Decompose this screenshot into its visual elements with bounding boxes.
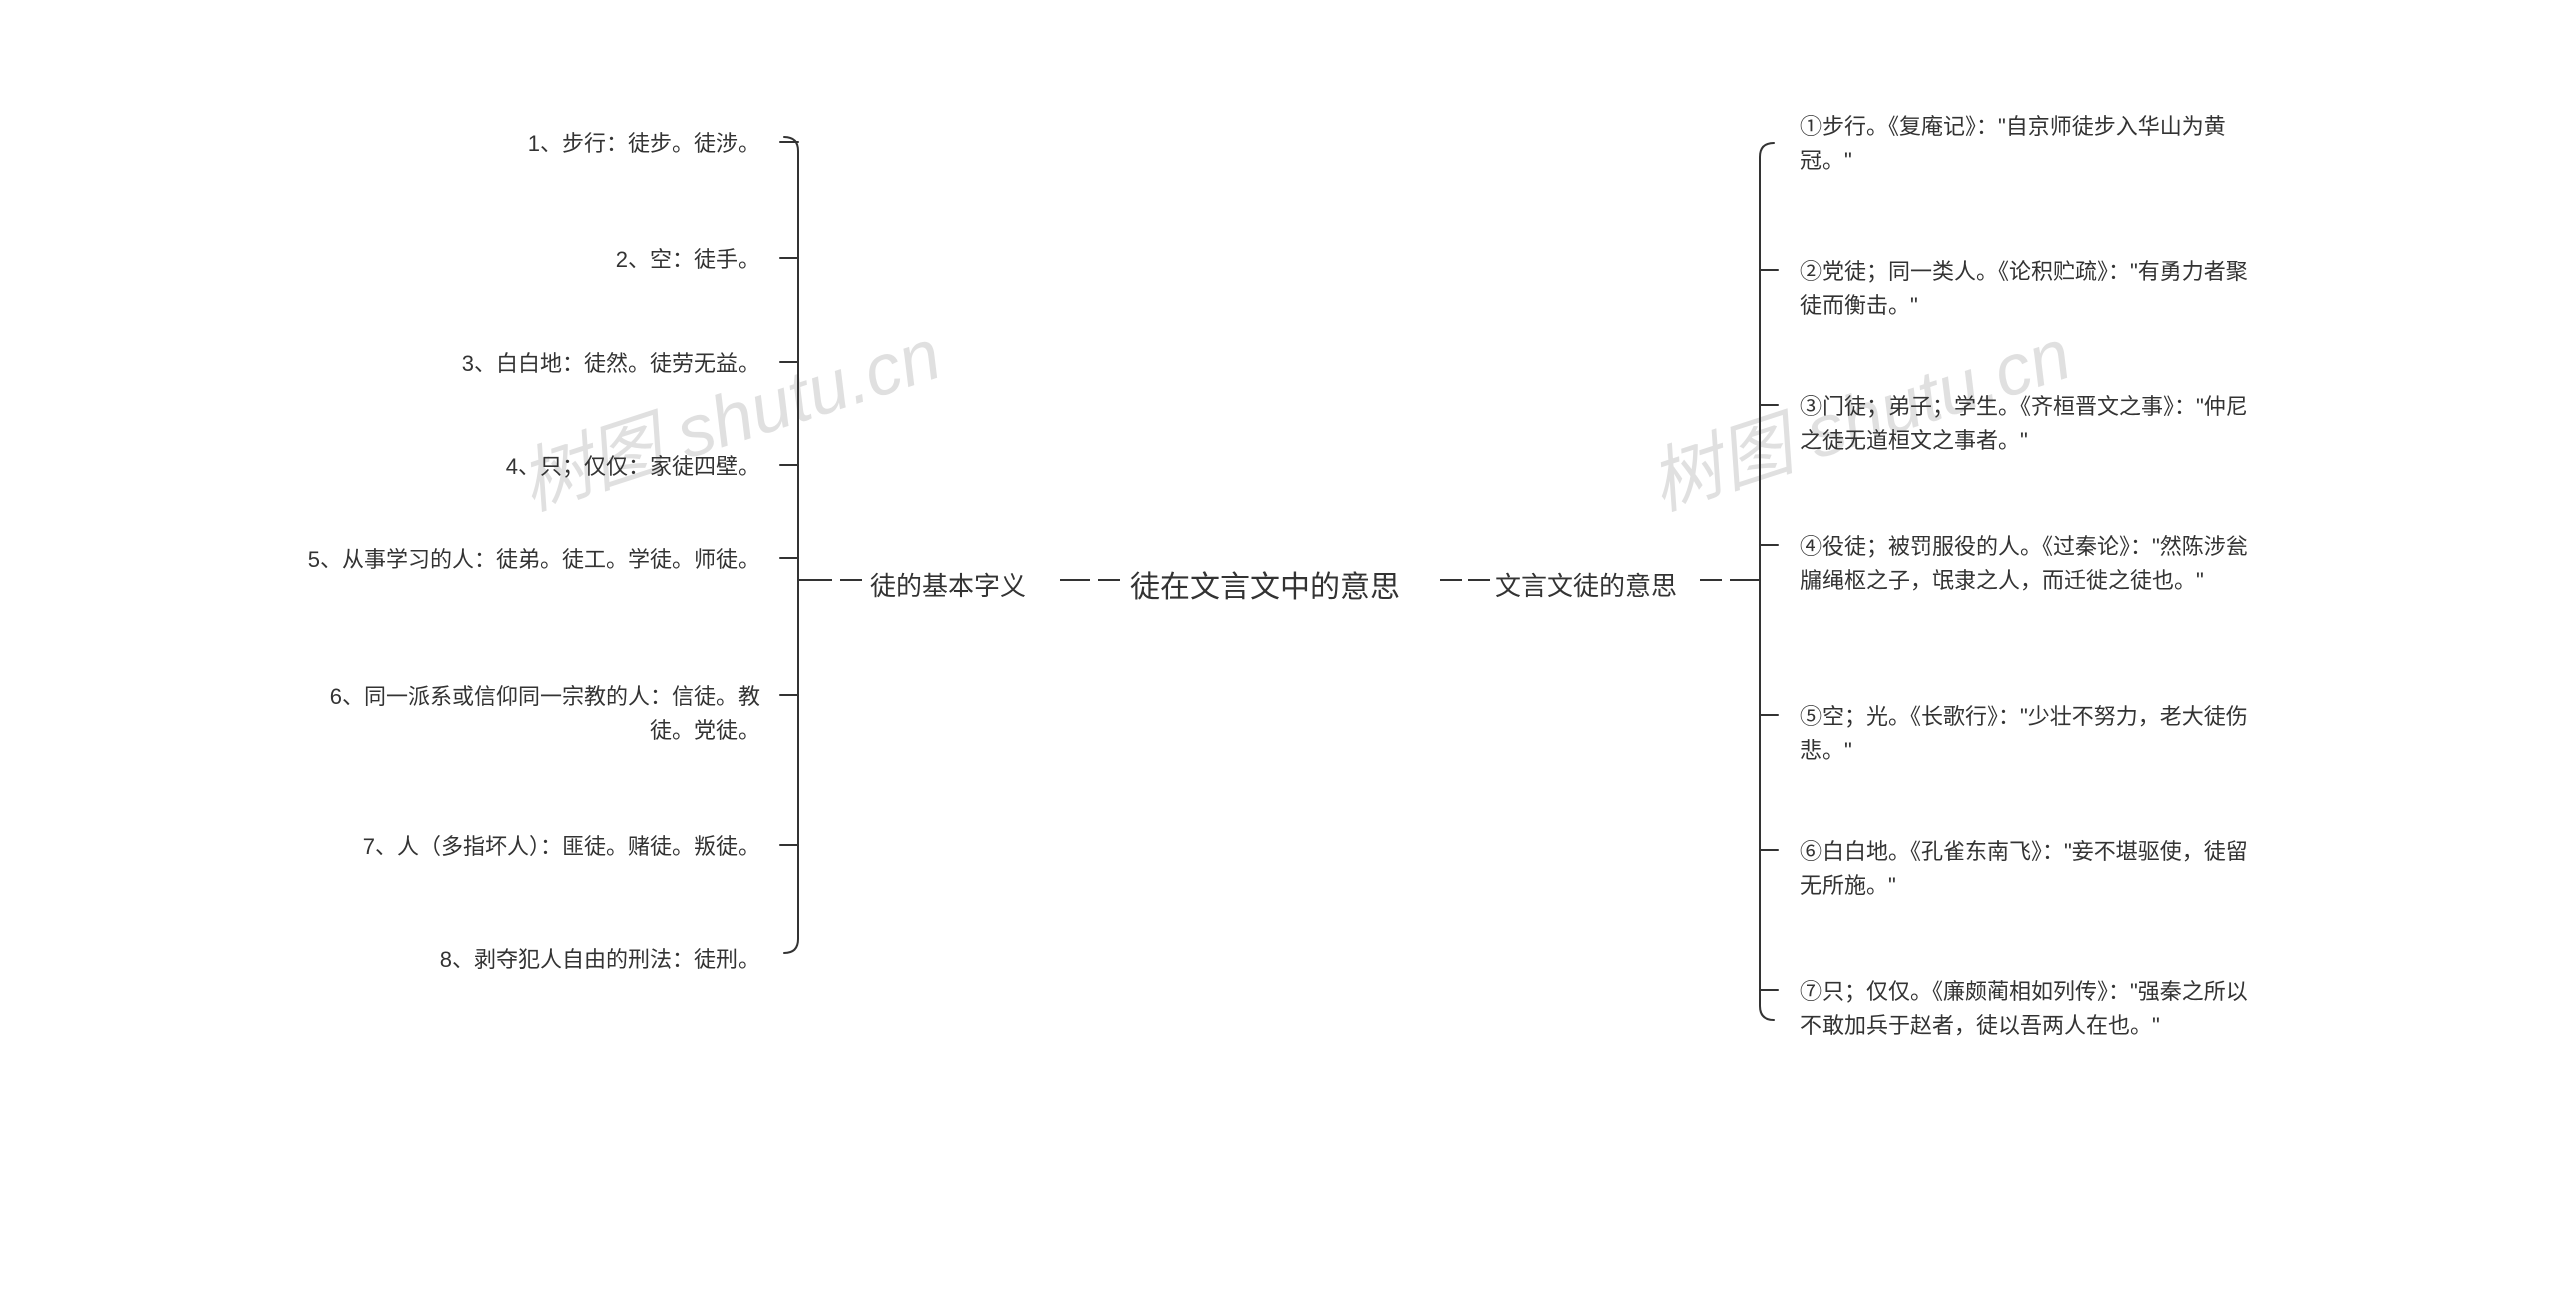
left-leaf-2: 3、白白地：徒然。徒劳无益。 bbox=[300, 347, 760, 381]
hconnector-2 bbox=[1440, 579, 1462, 581]
root-title: 徒在文言文中的意思 bbox=[1130, 562, 1400, 606]
left-branch-label: 徒的基本字义 bbox=[870, 566, 1026, 603]
left-leaf-6: 7、人（多指坏人）：匪徒。赌徒。叛徒。 bbox=[300, 830, 760, 864]
left-leaf-7: 8、剥夺犯人自由的刑法：徒刑。 bbox=[300, 943, 760, 977]
right-bracket bbox=[1720, 103, 1800, 1060]
hconnector-4 bbox=[1700, 579, 1722, 581]
left-leaf-5: 6、同一派系或信仰同一宗教的人：信徒。教徒。党徒。 bbox=[300, 680, 760, 748]
hconnector-1 bbox=[1098, 579, 1120, 581]
right-leaf-3: ④役徒；被罚服役的人。《过秦论》："然陈涉瓮牖绳枢之子，氓隶之人，而迁徙之徒也。… bbox=[1800, 530, 2260, 598]
right-leaf-4: ⑤空；光。《长歌行》："少壮不努力，老大徒伤悲。" bbox=[1800, 700, 2260, 768]
left-leaf-0: 1、步行：徒步。徒涉。 bbox=[300, 127, 760, 161]
right-leaf-1: ②党徒；同一类人。《论积贮疏》："有勇力者聚徒而衡击。" bbox=[1800, 255, 2260, 323]
right-branch-label: 文言文徒的意思 bbox=[1495, 566, 1677, 603]
left-leaf-3: 4、只；仅仅：家徒四壁。 bbox=[300, 450, 760, 484]
right-leaf-5: ⑥白白地。《孔雀东南飞》："妾不堪驱使，徒留无所施。" bbox=[1800, 835, 2260, 903]
hconnector-3 bbox=[1468, 579, 1490, 581]
right-leaf-0: ①步行。《复庵记》："自京师徒步入华山为黄冠。" bbox=[1800, 110, 2260, 178]
left-leaf-4: 5、从事学习的人：徒弟。徒工。学徒。师徒。 bbox=[300, 543, 760, 577]
hconnector-0 bbox=[1060, 579, 1090, 581]
watermark-1: 树图 shutu.cn bbox=[504, 295, 951, 530]
mindmap-canvas: 树图 shutu.cn 树图 shutu.cn 徒在文言文中的意思 徒的基本字义… bbox=[0, 0, 2560, 1293]
left-bracket bbox=[758, 97, 838, 993]
left-leaf-1: 2、空：徒手。 bbox=[300, 243, 760, 277]
right-leaf-6: ⑦只；仅仅。《廉颇蔺相如列传》："强秦之所以不敢加兵于赵者，徒以吾两人在也。" bbox=[1800, 975, 2260, 1043]
hconnector-6 bbox=[840, 579, 862, 581]
right-leaf-2: ③门徒；弟子；学生。《齐桓晋文之事》："仲尼之徒无道桓文之事者。" bbox=[1800, 390, 2260, 458]
